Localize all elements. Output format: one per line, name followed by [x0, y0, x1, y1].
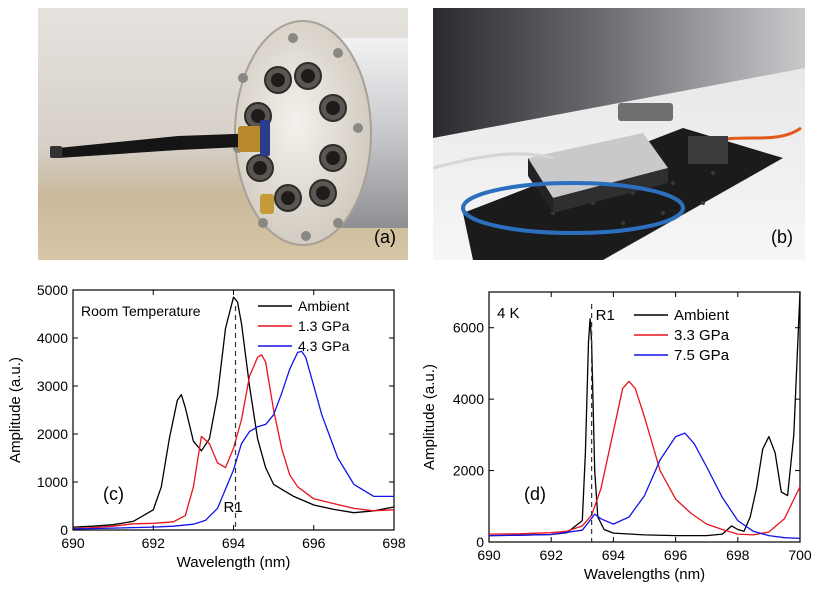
x-tick-label: 698 — [382, 535, 406, 551]
series-line-2 — [488, 380, 801, 536]
legend-entry-3: 4.3 GPa — [298, 338, 350, 354]
y-tick-label: 4000 — [37, 330, 68, 346]
legend-entry-3: 7.5 GPa — [674, 347, 730, 364]
legend-entry-2: 3.3 GPa — [674, 327, 730, 344]
photo-a-pressure-cell: (a) — [38, 8, 408, 260]
y-tick-label: 1000 — [37, 474, 68, 490]
series-line-3 — [488, 432, 801, 540]
y-tick-label: 5000 — [37, 282, 68, 298]
r1-marker-label: R1 — [596, 307, 615, 324]
x-tick-label: 694 — [602, 547, 626, 563]
x-tick-label: 698 — [726, 547, 750, 563]
panel-label-b: (b) — [771, 227, 793, 247]
legend-entry-1: Ambient — [674, 307, 730, 324]
chart-c-y-axis-label: Amplitude (a.u.) — [7, 357, 24, 463]
chart-d-annotation: 4 K — [497, 305, 520, 322]
chart-d-x-axis-label: Wavelengths (nm) — [584, 566, 705, 583]
series-line-1 — [488, 291, 801, 537]
series-line-3 — [72, 350, 394, 530]
series-line-1 — [72, 296, 395, 528]
photo-b-spectrometer: (b) — [433, 8, 805, 260]
optical-fiber-cable — [58, 133, 263, 158]
x-tick-label: 692 — [142, 535, 166, 551]
chart-d-y-axis-label: Amplitude (a.u.) — [421, 364, 438, 470]
y-tick-label: 0 — [60, 522, 68, 538]
panel-label-c: (c) — [103, 484, 124, 504]
x-tick-label: 694 — [222, 535, 246, 551]
y-tick-label: 2000 — [37, 426, 68, 442]
blue-fiber-cable — [461, 181, 685, 235]
y-tick-label: 6000 — [453, 320, 484, 336]
legend-entry-2: 1.3 GPa — [298, 318, 350, 334]
panel-label-a: (a) — [374, 227, 396, 247]
y-tick-label: 4000 — [453, 391, 484, 407]
r1-marker-label: R1 — [224, 499, 243, 516]
legend-entry-1: Ambient — [298, 298, 349, 314]
x-tick-label: 696 — [664, 547, 688, 563]
x-tick-label: 696 — [302, 535, 326, 551]
plot-frame-border — [488, 291, 801, 543]
y-tick-label: 2000 — [453, 463, 484, 479]
x-tick-label: 690 — [477, 547, 501, 563]
chart-c-x-axis-label: Wavelength (nm) — [177, 554, 291, 571]
y-tick-label: 3000 — [37, 378, 68, 394]
x-tick-label: 690 — [61, 535, 85, 551]
panel-label-d: (d) — [524, 484, 546, 504]
series-line-2 — [72, 354, 395, 530]
chart-c-annotation: Room Temperature — [81, 303, 201, 319]
x-tick-label: 692 — [540, 547, 564, 563]
chart-d-4k: 690 692 694 696 698 700 0 2000 4000 6000 R1 4 K (… — [421, 291, 812, 583]
x-tick-label: 700 — [788, 547, 812, 563]
y-tick-label: 0 — [476, 534, 484, 550]
